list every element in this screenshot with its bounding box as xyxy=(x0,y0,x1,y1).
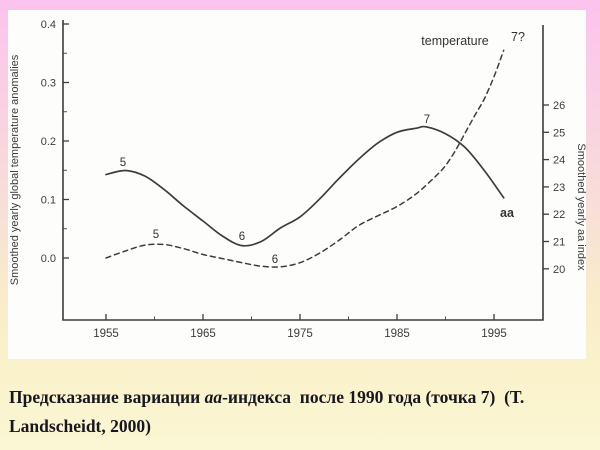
left-axis-tick-label: 0.0 xyxy=(41,253,56,265)
annotation-7: 7? xyxy=(511,30,525,44)
caption-line1-post: -индекса после 1990 года (точка 7) (Т. xyxy=(222,387,525,407)
right-axis-title: Smoothed yearly aa index xyxy=(575,143,587,271)
annotation-5: 5 xyxy=(120,157,126,169)
left-axis-tick-label: 0.2 xyxy=(41,136,56,148)
left-axis-tick-label: 0.3 xyxy=(41,78,56,90)
left-axis-tick-label: 0.1 xyxy=(41,195,56,207)
x-axis-tick-label: 1965 xyxy=(190,328,216,340)
annotation-6: 6 xyxy=(239,231,245,243)
x-axis-tick-label: 1975 xyxy=(287,328,313,340)
caption-line1-pre: Предсказание вариации xyxy=(9,387,205,407)
series-aa-curve xyxy=(105,125,505,247)
tick-marks xyxy=(63,23,549,320)
caption-text: Предсказание вариации аа-индекса после 1… xyxy=(9,383,593,441)
caption-line1-italic-aa: аа xyxy=(204,387,223,407)
caption-line2: Landscheidt, 2000) xyxy=(9,416,151,436)
x-axis-tick-label: 1985 xyxy=(384,328,410,340)
x-axis-tick-label: 1995 xyxy=(481,328,507,340)
annotation-temperature: temperature xyxy=(421,34,488,48)
right-axis-tick-label: 26 xyxy=(553,100,565,112)
annotation-7: 7 xyxy=(424,114,430,126)
right-axis-tick-label: 21 xyxy=(553,237,565,249)
right-axis-tick-label: 22 xyxy=(553,209,565,221)
series-temperature-curve xyxy=(105,49,505,268)
right-axis-tick-label: 23 xyxy=(553,182,565,194)
right-axis-tick-label: 24 xyxy=(553,155,565,167)
annotation-6: 6 xyxy=(272,254,278,266)
annotation-aa: aa xyxy=(500,206,515,220)
tick-labels: 0.4 0.3 0.2 0.1 0.0 26 25 24 23 22 21 20 1955 1965 197… xyxy=(41,19,566,340)
x-axis-tick-label: 1955 xyxy=(93,328,119,340)
right-axis-tick-label: 20 xyxy=(553,264,565,276)
left-axis-tick-label: 0.4 xyxy=(41,19,56,31)
chart-panel xyxy=(8,10,586,359)
right-axis-tick-label: 25 xyxy=(553,127,565,139)
annotation-5: 5 xyxy=(153,229,159,241)
annotations: 5 6 7 5 6 temperature 7? aa xyxy=(120,30,525,266)
left-axis-title: Smoothed yearly global temperature anoma… xyxy=(9,54,21,285)
axes xyxy=(62,20,544,321)
